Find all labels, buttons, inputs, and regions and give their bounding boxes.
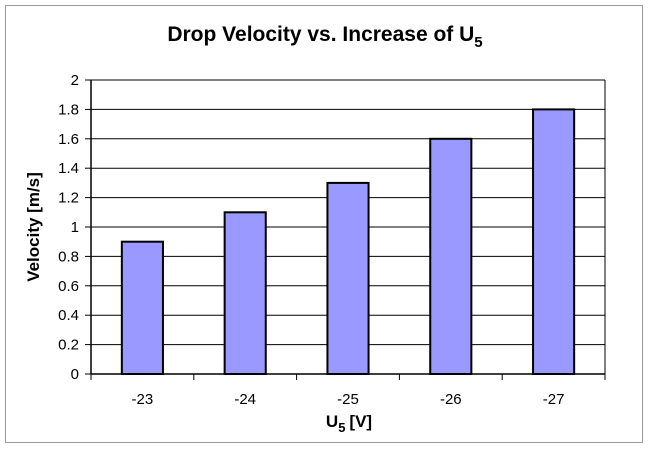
y-tick-label: 2 [71,72,79,89]
x-tick-label: -25 [337,391,359,408]
y-tick-label: 0.8 [58,248,79,265]
gridlines [91,79,605,346]
x-tick-label: -26 [440,391,462,408]
y-tick-label: 1 [71,219,79,236]
y-tick-label: 1.2 [58,190,79,207]
x-tick-label: -23 [132,391,154,408]
chart-title-subscript: 5 [474,34,482,51]
y-tick-label: 0.4 [58,307,79,324]
bar--26 [429,137,473,375]
axes [85,79,606,380]
bar--24 [223,211,267,375]
bars [120,108,576,376]
y-tick-label: 1.8 [58,101,79,118]
x-axis-title-unit: [V] [349,412,372,431]
chart-title-main: Drop Velocity vs. Increase of U [167,23,474,46]
x-tick-label: -27 [543,391,565,408]
y-tick-label: 0.6 [58,278,79,295]
x-axis-title: U5 [V] [326,412,372,435]
y-tick-label: 0.2 [58,337,79,354]
x-tick-labels: -23 -24 -25 -26 -27 [132,391,565,408]
y-tick-label: 1.6 [58,131,79,148]
bar--25 [326,181,370,375]
bar--27 [532,108,576,376]
y-axis-title: Velocity [m/s] [24,172,43,282]
y-tick-label: 1.4 [58,160,79,177]
y-tick-labels: 0 0.2 0.4 0.6 0.8 1 1.2 1.4 1.6 1.8 2 [58,72,79,383]
chart-title: Drop Velocity vs. Increase of U5 [167,23,482,51]
x-axis-title-subscript: 5 [338,420,345,435]
x-tick-label: -24 [234,391,256,408]
bar--23 [120,240,164,375]
y-tick-label: 0 [71,366,79,383]
x-axis-title-main: U [326,412,338,431]
